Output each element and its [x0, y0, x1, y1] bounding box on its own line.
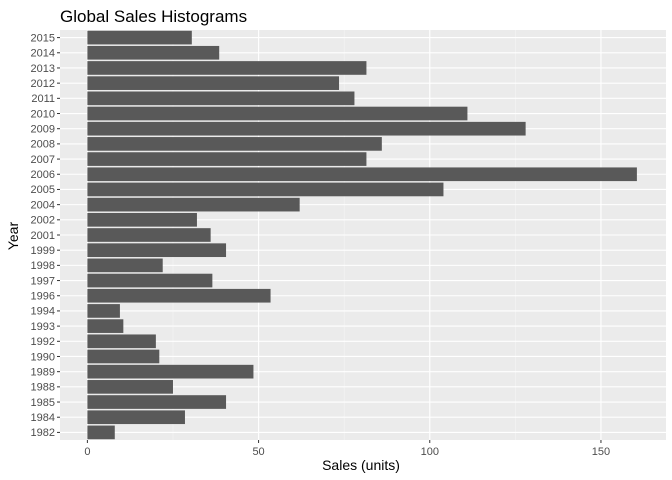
- bar: [87, 258, 163, 273]
- bars: [87, 30, 637, 440]
- bar: [87, 152, 367, 166]
- bar: [87, 182, 444, 197]
- y-tick-label: 1994: [31, 306, 55, 318]
- x-tick-label: 0: [84, 446, 90, 458]
- y-tick-label: 1993: [31, 321, 55, 333]
- x-axis-ticks: 0 50 100 150: [84, 440, 610, 458]
- bar: [87, 76, 340, 90]
- bar: [87, 349, 160, 364]
- x-tick-label: 100: [421, 446, 439, 458]
- bar: [87, 410, 185, 425]
- y-tick-label: 1998: [31, 260, 55, 272]
- y-axis-ticks: 1982 1984 1985 1988 1989 1990 1992 1993 1994 1996…: [31, 32, 60, 439]
- y-tick-label: 1984: [31, 412, 55, 424]
- bar: [87, 364, 254, 379]
- y-tick-label: 2002: [31, 215, 55, 227]
- bar: [87, 395, 227, 409]
- bar: [87, 212, 197, 227]
- bar: [87, 91, 355, 106]
- y-tick-label: 2015: [31, 32, 55, 44]
- y-tick-label: 2004: [31, 199, 55, 211]
- y-tick-label: 1996: [31, 291, 55, 303]
- y-tick-label: 1992: [31, 336, 55, 348]
- y-tick-label: 1990: [31, 351, 55, 363]
- x-tick-label: 50: [252, 446, 264, 458]
- bar: [87, 319, 124, 333]
- y-tick-label: 2007: [31, 154, 55, 166]
- y-tick-label: 2010: [31, 108, 55, 120]
- bar: [87, 304, 120, 318]
- y-tick-label: 1997: [31, 275, 55, 287]
- y-tick-label: 1982: [31, 427, 55, 439]
- bar: [87, 288, 271, 303]
- bar: [87, 380, 173, 394]
- bar: [87, 45, 220, 60]
- bar: [87, 137, 382, 151]
- y-tick-label: 1985: [31, 397, 55, 409]
- bar: [87, 425, 115, 440]
- y-tick-label: 2005: [31, 184, 55, 196]
- bar: [87, 30, 192, 45]
- y-tick-label: 1989: [31, 366, 55, 378]
- y-tick-label: 2008: [31, 139, 55, 151]
- y-tick-label: 1999: [31, 245, 55, 257]
- x-axis-title: Sales (units): [322, 457, 400, 473]
- bar: [87, 121, 526, 136]
- bar: [87, 228, 211, 242]
- bar: [87, 106, 468, 121]
- bar: [87, 243, 227, 258]
- y-tick-label: 2001: [31, 230, 55, 242]
- y-tick-label: 2014: [31, 48, 55, 60]
- y-tick-label: 2012: [31, 78, 55, 90]
- chart-title: Global Sales Histograms: [60, 7, 247, 26]
- bar: [87, 273, 213, 288]
- y-tick-label: 2006: [31, 169, 55, 181]
- bar: [87, 197, 300, 212]
- bar: [87, 167, 637, 182]
- y-tick-label: 2009: [31, 124, 55, 136]
- y-tick-label: 1988: [31, 382, 55, 394]
- x-tick-label: 150: [592, 446, 610, 458]
- y-tick-label: 2013: [31, 63, 55, 75]
- bar: [87, 334, 156, 349]
- y-axis-title: Year: [5, 222, 21, 251]
- y-tick-label: 2011: [31, 93, 55, 105]
- bar: [87, 61, 367, 75]
